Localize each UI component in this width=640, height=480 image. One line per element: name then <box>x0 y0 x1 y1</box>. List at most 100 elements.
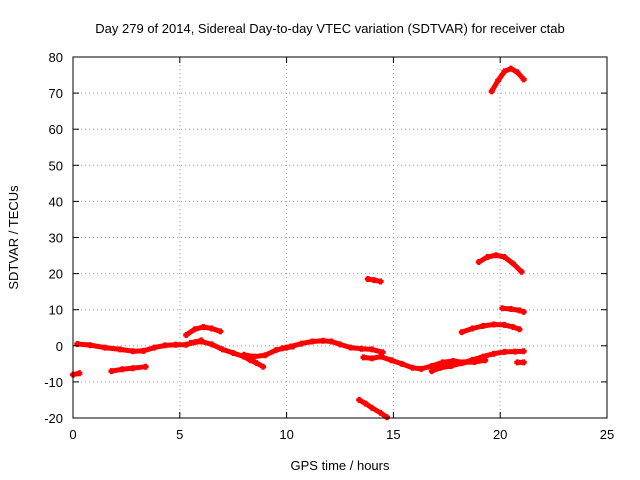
data-point <box>328 338 335 345</box>
series-arc-14 <box>499 305 527 315</box>
series-line <box>108 364 149 374</box>
data-point <box>272 347 279 354</box>
data-point <box>198 338 205 345</box>
data-point <box>358 345 365 352</box>
y-axis-ticks: -20 -10 0 10 20 30 40 50 60 70 80 <box>44 50 607 426</box>
y-tick-label: 40 <box>49 194 63 209</box>
x-tick-label: 5 <box>176 427 183 442</box>
data-point <box>495 77 502 84</box>
data-point <box>501 321 508 328</box>
data-point <box>119 366 126 373</box>
series-arc-9 <box>356 396 390 421</box>
data-point <box>475 259 482 265</box>
data-point <box>161 342 168 349</box>
data-point <box>520 308 527 315</box>
data-point <box>428 368 435 375</box>
y-tick-label: 70 <box>49 86 63 101</box>
data-point <box>208 325 215 332</box>
data-point <box>102 344 108 351</box>
data-point <box>253 360 260 367</box>
data-point <box>319 337 326 344</box>
data-point <box>262 352 269 359</box>
data-point <box>480 322 487 329</box>
data-point <box>76 370 83 377</box>
data-point <box>356 396 363 403</box>
y-tick-label: 30 <box>49 231 63 246</box>
series-arc-11 <box>428 348 527 375</box>
data-point <box>371 277 378 284</box>
data-point <box>140 347 147 354</box>
series-arc-15 <box>475 252 525 275</box>
series-arc-1 <box>70 370 83 378</box>
x-tick-label: 0 <box>69 427 76 442</box>
x-tick-label: 25 <box>600 427 614 442</box>
data-point <box>191 326 198 333</box>
series-arc-3 <box>108 363 149 375</box>
data-point <box>488 88 495 95</box>
data-point <box>512 348 519 355</box>
data-point <box>514 69 521 76</box>
data-point <box>384 414 390 421</box>
data-point <box>520 359 527 366</box>
series-arc-12 <box>514 359 527 366</box>
data-point <box>439 359 446 366</box>
y-tick-label: 20 <box>49 267 63 282</box>
data-point <box>142 363 149 370</box>
series-line <box>74 337 204 354</box>
data-point <box>87 342 94 349</box>
data-point <box>369 355 375 362</box>
data-point <box>510 260 516 267</box>
data-point <box>287 343 294 350</box>
data-point <box>492 252 499 259</box>
data-point <box>309 338 316 345</box>
series-arc-7 <box>279 337 386 356</box>
data-point <box>501 348 508 355</box>
data-point <box>217 328 224 335</box>
data-point <box>484 254 491 260</box>
data-point <box>362 400 369 407</box>
data-point <box>377 278 384 285</box>
data-point <box>377 409 384 416</box>
series-arc-4 <box>183 324 224 338</box>
data-point <box>108 368 115 375</box>
data-point <box>448 363 455 369</box>
series-arc-8 <box>364 276 384 285</box>
data-point <box>230 350 237 356</box>
data-point <box>369 404 375 411</box>
y-tick-label: 60 <box>49 122 63 137</box>
data-point <box>518 268 525 275</box>
data-point <box>520 76 527 83</box>
data-point <box>409 364 416 371</box>
series-arc-16 <box>488 65 527 95</box>
x-tick-label: 10 <box>279 427 293 442</box>
y-tick-label: 0 <box>56 339 63 354</box>
x-tick-label: 20 <box>493 427 507 442</box>
data-point <box>469 325 476 332</box>
data-point <box>183 332 190 338</box>
series-arc-2 <box>74 337 205 355</box>
data-point <box>187 339 194 346</box>
data-point <box>200 324 207 330</box>
data-point <box>458 329 465 336</box>
data-point <box>347 344 354 351</box>
grid-lines <box>73 57 607 418</box>
data-point <box>364 276 371 282</box>
data-point <box>510 324 516 330</box>
data-point <box>507 65 514 72</box>
data-point <box>129 365 136 372</box>
data-point <box>514 359 521 366</box>
data-point <box>499 305 506 312</box>
chart-title: Day 279 of 2014, Sidereal Day-to-day VTE… <box>95 21 564 36</box>
data-point <box>151 344 158 351</box>
data-point <box>240 351 247 358</box>
x-axis-label: GPS time / hours <box>291 458 390 473</box>
data-point <box>418 365 425 372</box>
data-point <box>428 363 435 369</box>
data-point <box>458 360 465 367</box>
data-point <box>208 341 215 348</box>
y-tick-label: 80 <box>49 50 63 65</box>
series-arc-13 <box>458 321 523 336</box>
data-point <box>360 354 367 361</box>
y-axis-label: SDTVAR / TECUs <box>6 185 21 290</box>
data-point <box>480 353 487 360</box>
